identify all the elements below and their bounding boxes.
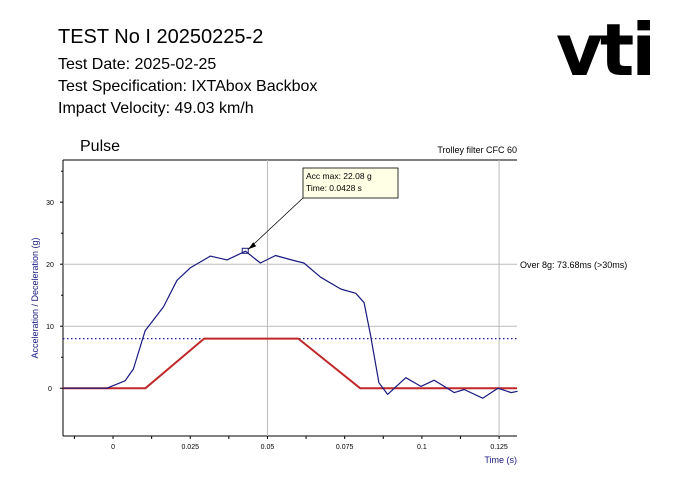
series-corridor bbox=[63, 337, 517, 390]
x-tick-label: 0.05 bbox=[261, 444, 275, 451]
annotation-box bbox=[302, 167, 399, 199]
x-tick-label: 0.125 bbox=[490, 444, 508, 451]
annotation-time: Time: 0.0428 s bbox=[306, 183, 362, 193]
test-date: Test Date: 2025-02-25 bbox=[58, 56, 217, 73]
x-tick-label: 0.1 bbox=[417, 444, 427, 451]
y-tick-label: 30 bbox=[46, 200, 54, 207]
over-8g-note: Over 8g: 73.68ms (>30ms) bbox=[520, 260, 627, 270]
test-title: TEST No I 20250225-2 bbox=[58, 26, 264, 48]
chart-title: Pulse bbox=[80, 138, 120, 155]
vti-logo: vti bbox=[556, 8, 656, 92]
annotation-acc-max: Acc max: 22.08 g bbox=[306, 171, 372, 181]
x-tick-label: 0 bbox=[111, 444, 115, 451]
y-axis-label: Acceleration / Deceleration (g) bbox=[30, 237, 40, 358]
x-tick-label: 0.075 bbox=[336, 444, 354, 451]
x-tick-label: 0.025 bbox=[181, 444, 199, 451]
chart-subtitle: Trolley filter CFC 60 bbox=[437, 145, 517, 155]
y-tick-label: 0 bbox=[48, 386, 52, 393]
annotation-arrow bbox=[247, 197, 304, 250]
x-axis-label: Time (s) bbox=[484, 455, 517, 465]
max-marker bbox=[241, 247, 249, 254]
arrow-head-icon bbox=[248, 242, 257, 250]
series-acceleration bbox=[63, 250, 518, 399]
impact-velocity: Impact Velocity: 49.03 km/h bbox=[58, 100, 254, 117]
test-specification: Test Specification: IXTAbox Backbox bbox=[58, 78, 318, 95]
y-tick-label: 20 bbox=[46, 262, 54, 269]
y-tick-label: 10 bbox=[46, 324, 54, 331]
